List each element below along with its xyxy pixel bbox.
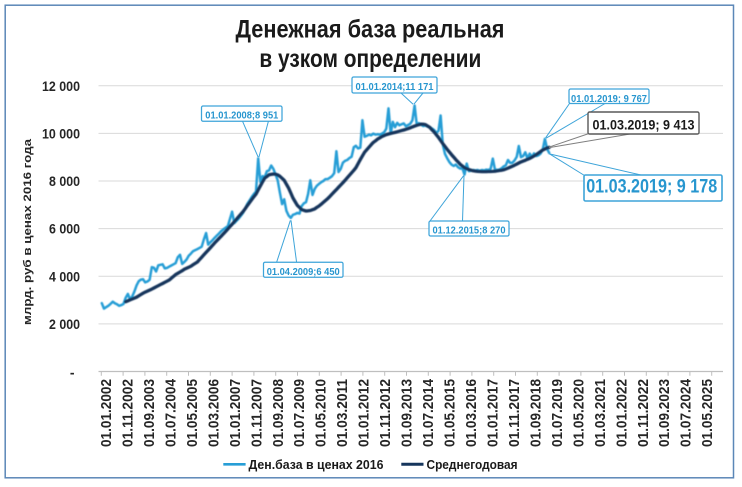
- svg-text:01.11.2022: 01.11.2022: [635, 379, 652, 447]
- svg-text:2 000: 2 000: [49, 316, 80, 332]
- svg-text:в узком определении: в узком определении: [259, 45, 481, 73]
- svg-text:01.03.2006: 01.03.2006: [205, 379, 222, 447]
- svg-text:Ден.база в ценах 2016: Ден.база в ценах 2016: [249, 457, 384, 472]
- svg-text:01.11.2007: 01.11.2007: [248, 379, 265, 447]
- svg-text:01.01.2007: 01.01.2007: [227, 379, 244, 447]
- svg-text:01.09.2018: 01.09.2018: [527, 379, 544, 447]
- svg-text:Среднегодовая: Среднегодовая: [427, 457, 518, 472]
- svg-text:01.09.2023: 01.09.2023: [656, 379, 673, 447]
- svg-text:01.05.2010: 01.05.2010: [313, 379, 330, 447]
- svg-text:Денежная база реальная: Денежная база реальная: [236, 15, 505, 43]
- svg-text:6 000: 6 000: [49, 221, 80, 237]
- svg-text:01.03.2019; 9 178: 01.03.2019; 9 178: [586, 177, 717, 198]
- svg-text:01.01.2019; 9 767: 01.01.2019; 9 767: [571, 94, 647, 105]
- svg-text:01.09.2003: 01.09.2003: [141, 379, 158, 447]
- svg-text:01.04.2009;6 450: 01.04.2009;6 450: [267, 267, 340, 278]
- svg-text:01.09.2013: 01.09.2013: [399, 379, 416, 447]
- svg-text:01.07.2004: 01.07.2004: [162, 378, 179, 447]
- svg-text:12 000: 12 000: [42, 78, 80, 94]
- svg-text:01.01.2017: 01.01.2017: [485, 379, 502, 447]
- svg-text:01.01.2014;11 171: 01.01.2014;11 171: [356, 82, 434, 93]
- svg-text:01.11.2012: 01.11.2012: [377, 379, 394, 447]
- svg-text:-: -: [70, 365, 75, 381]
- svg-text:01.01.2012: 01.01.2012: [356, 379, 373, 447]
- svg-text:01.11.2017: 01.11.2017: [506, 379, 523, 447]
- svg-text:01.05.2025: 01.05.2025: [699, 379, 716, 447]
- svg-text:01.05.2020: 01.05.2020: [570, 379, 587, 447]
- svg-text:01.07.2024: 01.07.2024: [678, 378, 695, 447]
- svg-text:4 000: 4 000: [49, 268, 80, 284]
- svg-text:01.05.2005: 01.05.2005: [184, 379, 201, 447]
- svg-text:01.03.2011: 01.03.2011: [334, 379, 351, 447]
- svg-text:01.12.2015;8 270: 01.12.2015;8 270: [433, 226, 506, 237]
- svg-text:01.03.2016: 01.03.2016: [463, 379, 480, 447]
- svg-text:01.01.2008;8 951: 01.01.2008;8 951: [205, 111, 278, 122]
- svg-text:8 000: 8 000: [49, 173, 80, 189]
- svg-text:01.07.2019: 01.07.2019: [549, 379, 566, 447]
- svg-text:01.01.2002: 01.01.2002: [98, 379, 115, 447]
- svg-text:01.11.2002: 01.11.2002: [120, 379, 137, 447]
- svg-text:01.09.2008: 01.09.2008: [270, 379, 287, 447]
- svg-text:01.01.2022: 01.01.2022: [613, 379, 630, 447]
- svg-text:01.07.2009: 01.07.2009: [291, 379, 308, 447]
- svg-text:01.05.2015: 01.05.2015: [442, 379, 459, 447]
- svg-text:10 000: 10 000: [42, 126, 80, 142]
- svg-text:01.03.2019; 9 413: 01.03.2019; 9 413: [593, 117, 695, 132]
- svg-text:01.07.2014: 01.07.2014: [420, 378, 437, 447]
- svg-text:01.03.2021: 01.03.2021: [592, 379, 609, 447]
- svg-text:млрд. руб в ценах 2016 года: млрд. руб в ценах 2016 года: [22, 138, 34, 325]
